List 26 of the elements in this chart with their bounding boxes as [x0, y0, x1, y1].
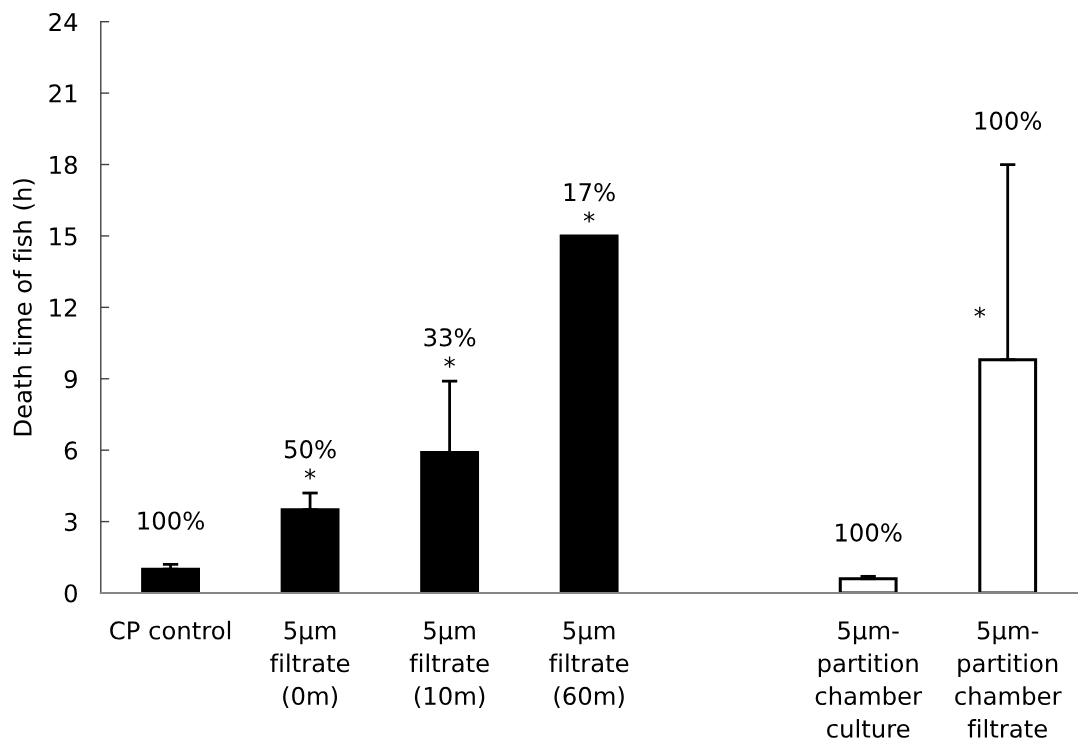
annotation: 33% [424, 328, 476, 347]
x-tick-label: 5µm- partition chamber filtrate [955, 621, 1062, 738]
annotation: * [974, 306, 986, 318]
x-tick-label: CP control [110, 620, 231, 640]
x-tick-label: 5µm filtrate (60m) [549, 621, 629, 708]
annotation: 100% [138, 511, 204, 530]
y-axis-title: Death time of fish (h) [13, 179, 35, 436]
annotation: * [304, 468, 316, 480]
y-tick-label: 3 [64, 512, 77, 532]
y-tick-label: 18 [50, 155, 77, 175]
annotation: 100% [836, 523, 902, 542]
x-tick-label: 5µm filtrate (10m) [409, 621, 489, 708]
x-tick-label: 5µm- partition chamber culture [815, 621, 923, 738]
annotation: 50% [284, 440, 336, 459]
y-tick-label: 9 [64, 369, 77, 389]
y-tick-label: 15 [50, 227, 77, 246]
y-tick-label: 6 [64, 441, 78, 460]
y-tick-label: 24 [49, 12, 78, 31]
y-tick-label: 21 [49, 84, 77, 103]
y-tick-label: 12 [50, 298, 77, 317]
x-tick-label: 5µm filtrate (0m) [270, 621, 350, 708]
annotation: 100% [975, 111, 1042, 130]
y-tick-label: 0 [64, 584, 77, 603]
annotation: 17% [564, 182, 615, 202]
annotation: * [444, 356, 455, 368]
annotation: * [583, 211, 595, 223]
